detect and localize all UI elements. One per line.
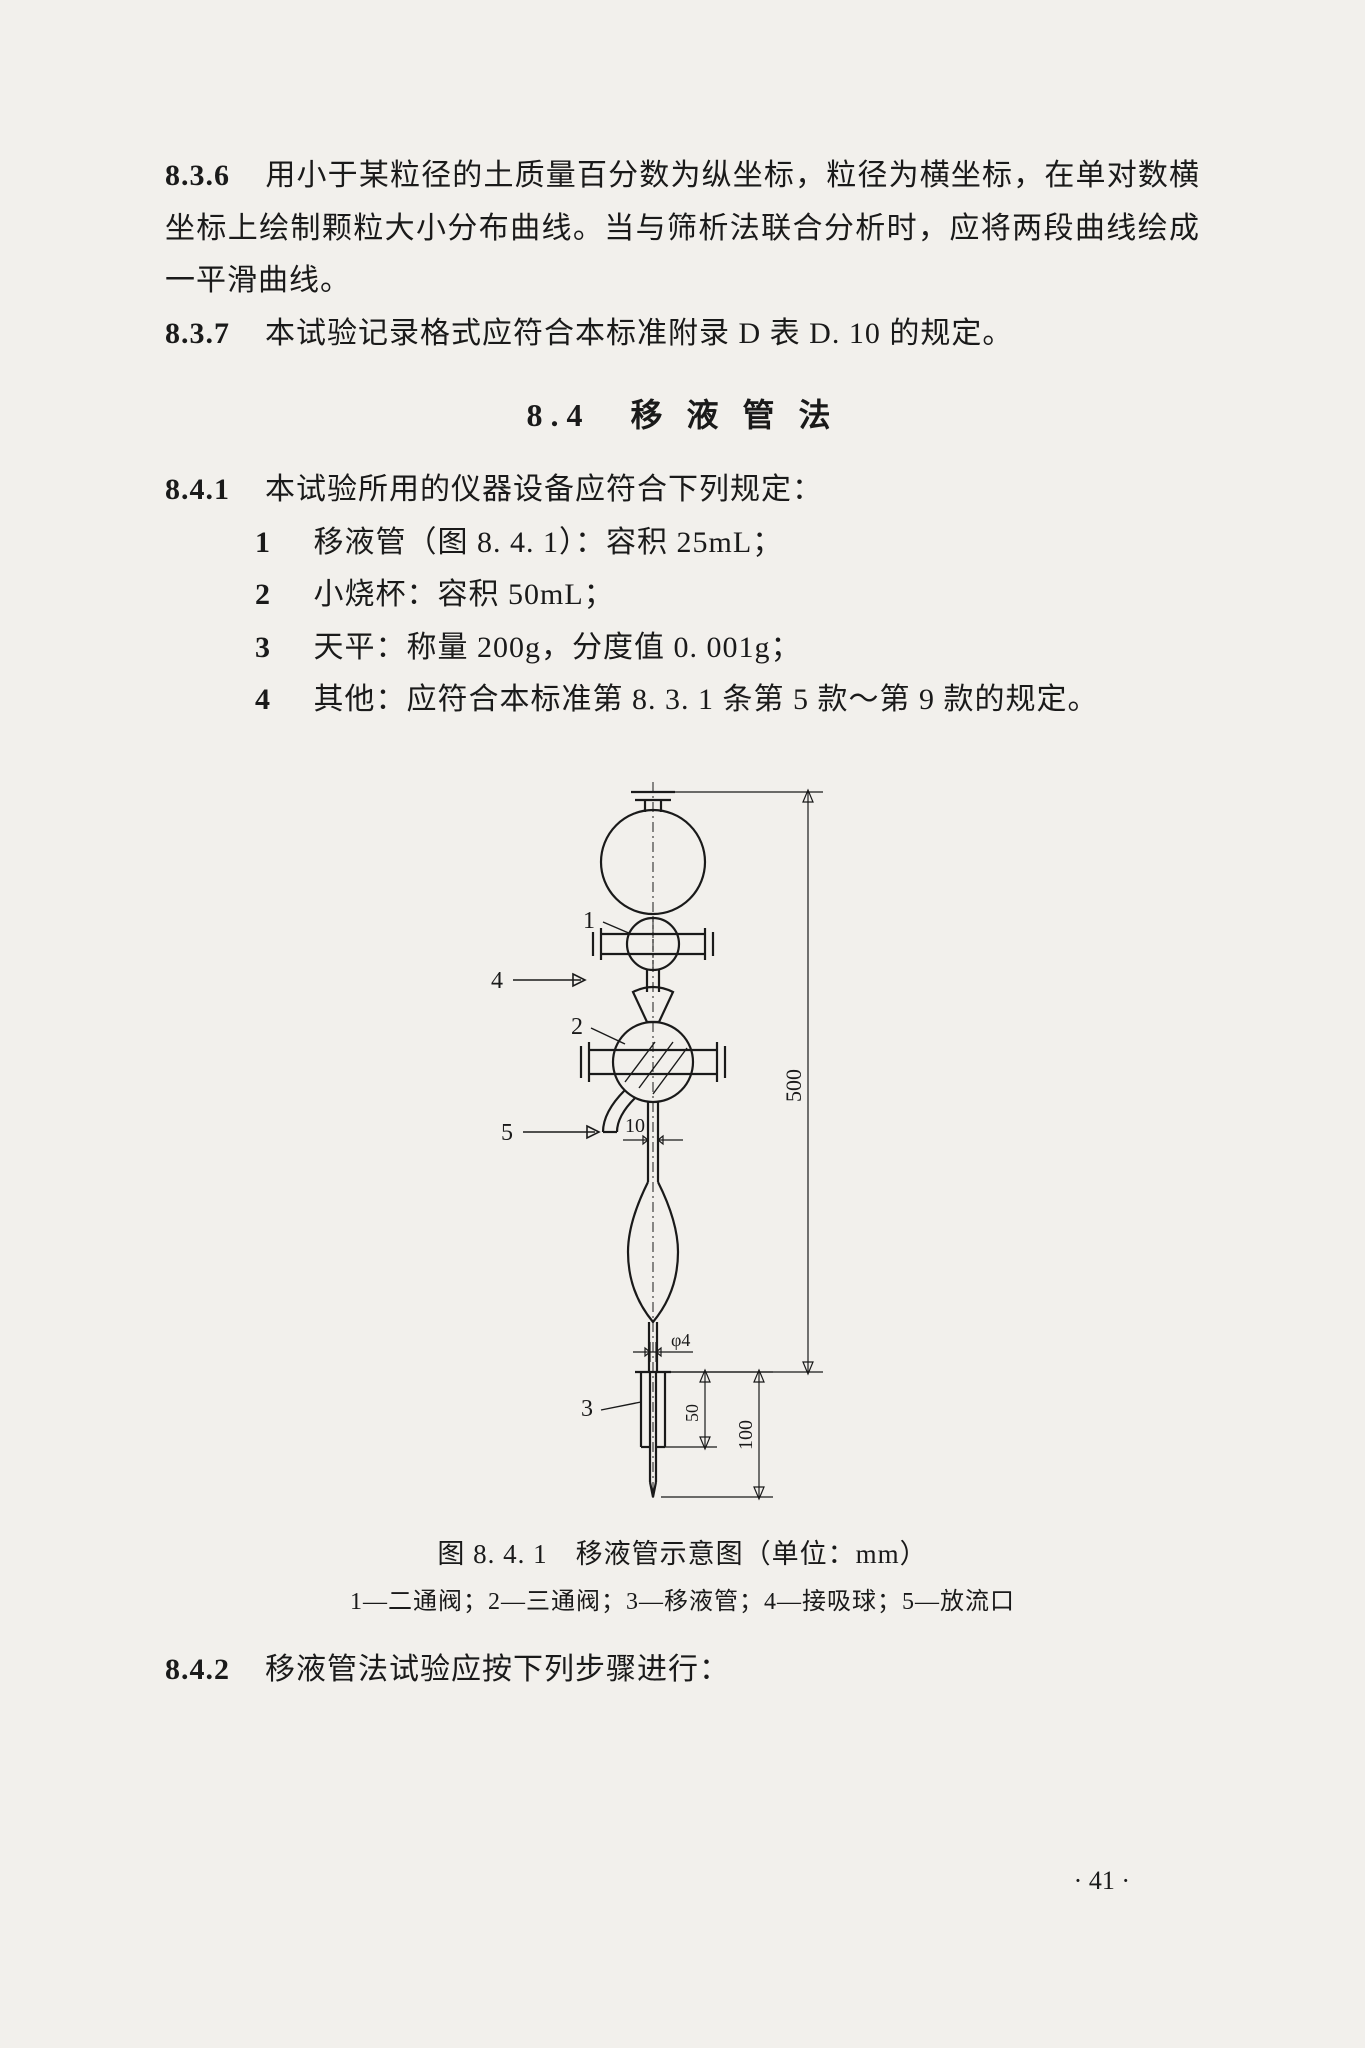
section-number: 8.3.6 (165, 159, 230, 192)
list-number: 1 (255, 517, 305, 570)
callout-2: 2 (571, 1014, 583, 1040)
figure-wrap: 10 (165, 782, 1200, 1616)
paragraph-842: 8.4.2 移液管法试验应按下列步骤进行： (165, 1644, 1200, 1697)
page-content: 8.3.6 用小于某粒径的土质量百分数为纵坐标，粒径为横坐标，在单对数横坐标上绘… (165, 150, 1200, 1696)
dim-100-label: 100 (735, 1420, 757, 1450)
list-text: 天平：称量 200g，分度值 0. 001g； (314, 631, 802, 664)
callout-3: 3 (581, 1396, 593, 1422)
list-text: 小烧杯：容积 50mL； (314, 578, 615, 611)
list-number: 4 (255, 674, 305, 727)
list-item: 1 移液管（图 8. 4. 1）：容积 25mL； (165, 517, 1200, 570)
list-item: 4 其他：应符合本标准第 8. 3. 1 条第 5 款～第 9 款的规定。 (165, 674, 1200, 727)
list-text: 其他：应符合本标准第 8. 3. 1 条第 5 款～第 9 款的规定。 (314, 683, 1099, 716)
dim-phi4-label: φ4 (671, 1330, 690, 1350)
paragraph-text: 移液管法试验应按下列步骤进行： (265, 1653, 730, 1686)
paragraph-841: 8.4.1 本试验所用的仪器设备应符合下列规定： (165, 464, 1200, 517)
list-item: 2 小烧杯：容积 50mL； (165, 569, 1200, 622)
paragraph-text: 本试验所用的仪器设备应符合下列规定： (265, 473, 823, 506)
paragraph-text: 本试验记录格式应符合本标准附录 D 表 D. 10 的规定。 (265, 317, 1013, 350)
paragraph-836: 8.3.6 用小于某粒径的土质量百分数为纵坐标，粒径为横坐标，在单对数横坐标上绘… (165, 150, 1200, 308)
list-number: 2 (255, 569, 305, 622)
dim-50-label: 50 (682, 1404, 702, 1422)
section-number: 8.4.2 (165, 1653, 230, 1686)
figure-841: 10 (453, 782, 913, 1502)
section-number: 8.4.1 (165, 473, 230, 506)
page-number: · 41 · (1074, 1866, 1130, 1896)
callout-1: 1 (583, 908, 595, 934)
list-number: 3 (255, 622, 305, 675)
paragraph-text: 用小于某粒径的土质量百分数为纵坐标，粒径为横坐标，在单对数横坐标上绘制颗粒大小分… (165, 159, 1200, 297)
list-text: 移液管（图 8. 4. 1）：容积 25mL； (314, 526, 784, 559)
list-item: 3 天平：称量 200g，分度值 0. 001g； (165, 622, 1200, 675)
figure-caption: 图 8. 4. 1 移液管示意图（单位：mm） (165, 1532, 1200, 1571)
section-number: 8.3.7 (165, 317, 230, 350)
section-title-84: 8.4 移 液 管 法 (165, 390, 1200, 436)
paragraph-837: 8.3.7 本试验记录格式应符合本标准附录 D 表 D. 10 的规定。 (165, 308, 1200, 361)
dim-500-label: 500 (781, 1069, 806, 1102)
pipette-diagram: 10 (453, 782, 913, 1502)
dim-10-label: 10 (625, 1115, 645, 1137)
callout-4: 4 (491, 968, 503, 994)
callout-5: 5 (501, 1120, 513, 1146)
figure-legend: 1—二通阀；2—三通阀；3—移液管；4—接吸球；5—放流口 (165, 1581, 1200, 1616)
